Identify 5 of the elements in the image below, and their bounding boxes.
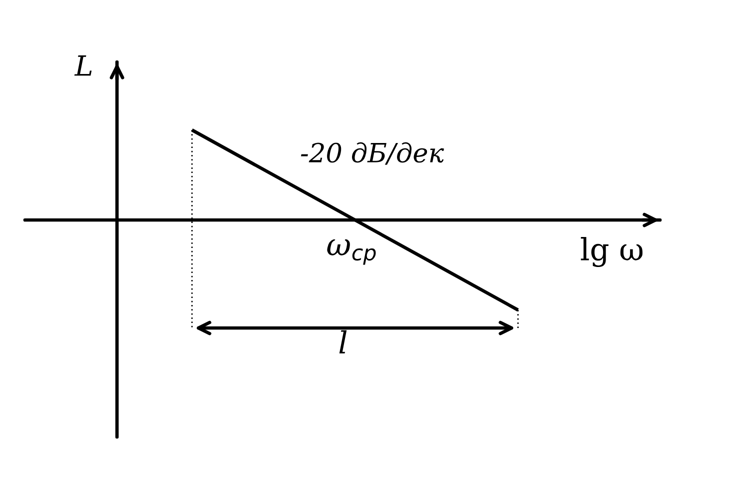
text: l	[339, 330, 347, 354]
x-axis-title: lg ω	[580, 236, 642, 268]
y-axis-title: L	[74, 55, 92, 76]
annotation: ω$_{ср}$	[327, 239, 376, 265]
annotation: -20 дБ/дек	[300, 142, 444, 165]
